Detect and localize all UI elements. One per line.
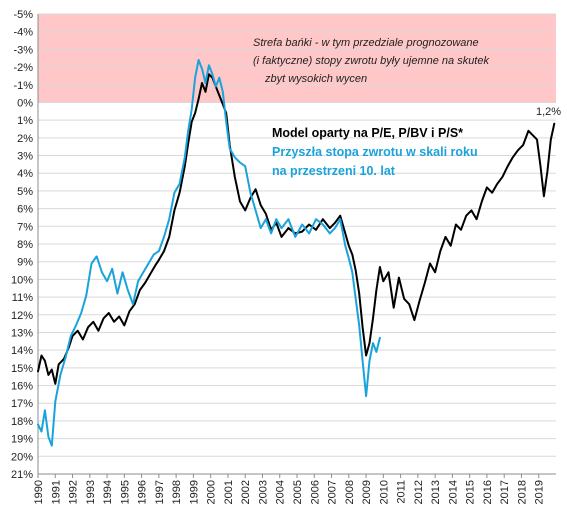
- x-tick-label: 2009: [361, 480, 373, 504]
- x-tick-label: 2011: [396, 480, 408, 504]
- y-tick-label: 0%: [17, 97, 33, 109]
- y-tick-label: 3%: [17, 151, 33, 163]
- x-tick-label: 2012: [413, 480, 425, 504]
- x-tick-label: 2019: [534, 480, 546, 504]
- x-tick-label: 2000: [206, 480, 218, 504]
- x-tick-label: 2010: [378, 480, 390, 504]
- x-tick-label: 2008: [344, 480, 356, 504]
- series-line-future-return: [37, 59, 381, 447]
- y-tick-label: 17%: [11, 398, 33, 410]
- x-tick-label: 2017: [499, 480, 511, 504]
- y-tick-label: 19%: [11, 434, 33, 446]
- y-tick-label: 1%: [17, 115, 33, 127]
- x-tick-label: 2001: [223, 480, 235, 504]
- shaded-region-text-2: (i faktyczne) stopy zwrotu były ujemne n…: [253, 55, 489, 67]
- x-tick-label: 1999: [188, 480, 200, 504]
- y-tick-label: 5%: [17, 186, 33, 198]
- y-tick-label: 6%: [17, 204, 33, 216]
- y-tick-label: 14%: [11, 345, 33, 357]
- y-tick-label: -2%: [13, 62, 33, 74]
- x-tick-label: 1997: [154, 480, 166, 504]
- x-tick-label: 2013: [430, 480, 442, 504]
- y-tick-label: 8%: [17, 239, 33, 251]
- x-tick-label: 1993: [85, 480, 97, 504]
- y-tick-label: 11%: [12, 292, 33, 304]
- shaded-region-text-3: zbyt wysokich wycen: [264, 73, 367, 85]
- x-tick-label: 1998: [171, 480, 183, 504]
- x-tick-label: 1995: [119, 480, 131, 504]
- x-tick-label: 1994: [102, 480, 114, 504]
- legend-future-return-line-1: Przyszła stopa zwrotu w skali roku: [272, 145, 478, 159]
- shaded-region-text-1: Strefa bańki - w tym przedziale prognozo…: [253, 37, 479, 49]
- y-tick-label: -1%: [13, 80, 33, 92]
- y-tick-label: 16%: [11, 381, 33, 393]
- x-tick-label: 2016: [482, 480, 494, 504]
- y-tick-label: -5%: [13, 9, 33, 21]
- bubble-zone: [38, 14, 556, 103]
- series-line-model: [37, 73, 556, 385]
- x-tick-label: 2018: [516, 480, 528, 504]
- y-tick-label: 15%: [11, 363, 33, 375]
- x-tick-label: 2003: [257, 480, 269, 504]
- legend-model: Model oparty na P/E, P/BV i P/S*: [272, 126, 463, 140]
- y-tick-label: 2%: [17, 133, 33, 145]
- y-tick-label: 10%: [11, 274, 33, 286]
- x-tick-label: 2007: [327, 480, 339, 504]
- legend-future-return-line-2: na przestrzeni 10. lat: [272, 164, 396, 178]
- x-tick-label: 1996: [137, 480, 149, 504]
- x-tick-label: 2002: [240, 480, 252, 504]
- x-tick-label: 2004: [275, 480, 287, 504]
- x-tick-label: 2015: [465, 480, 477, 504]
- y-tick-label: 7%: [17, 221, 33, 233]
- y-tick-label: 18%: [11, 416, 33, 428]
- y-tick-label: -4%: [13, 27, 33, 39]
- y-tick-label: 4%: [17, 168, 33, 180]
- y-tick-label: 20%: [11, 451, 33, 463]
- x-tick-label: 1990: [33, 480, 45, 504]
- x-tick-label: 2006: [309, 480, 321, 504]
- y-tick-label: 12%: [11, 310, 33, 322]
- y-tick-label: 9%: [17, 257, 33, 269]
- x-tick-label: 1991: [50, 480, 62, 504]
- end-value-label: 1,2%: [536, 106, 561, 118]
- x-tick-label: 2014: [447, 480, 459, 504]
- x-tick-label: 1992: [68, 480, 80, 504]
- y-tick-label: 13%: [11, 327, 33, 339]
- y-tick-label: -3%: [13, 44, 33, 56]
- x-tick-label: 2005: [292, 480, 304, 504]
- y-tick-label: 21%: [11, 469, 33, 481]
